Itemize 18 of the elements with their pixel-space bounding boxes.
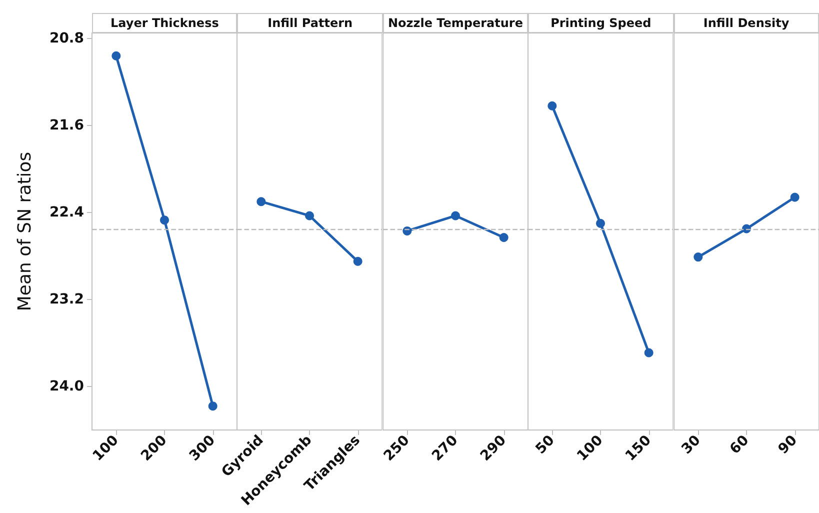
point — [112, 51, 121, 60]
y-tick-label: 24.0 — [49, 378, 84, 394]
chart-title: Infill Density — [674, 13, 819, 33]
x-tick-label: 60 — [726, 432, 752, 458]
point — [160, 216, 169, 225]
x-tick-label: 50 — [532, 432, 558, 458]
chart-title: Nozzle Temperature — [382, 13, 528, 33]
chart-title: Layer Thickness — [92, 13, 238, 33]
chart-title: Infill Pattern — [237, 13, 383, 33]
y-tick-label: 22.4 — [49, 204, 84, 220]
chart-title: Printing Speed — [528, 13, 674, 33]
x-tick-label: 90 — [775, 432, 800, 458]
x-tick-label: 30 — [678, 432, 704, 458]
point — [208, 402, 218, 411]
y-axis-title: Mean of SN ratios — [14, 152, 36, 312]
y-tick-label: 23.2 — [49, 291, 84, 308]
y-tick-label: 21.6 — [49, 117, 84, 134]
y-tick-label: 20.8 — [49, 30, 84, 46]
